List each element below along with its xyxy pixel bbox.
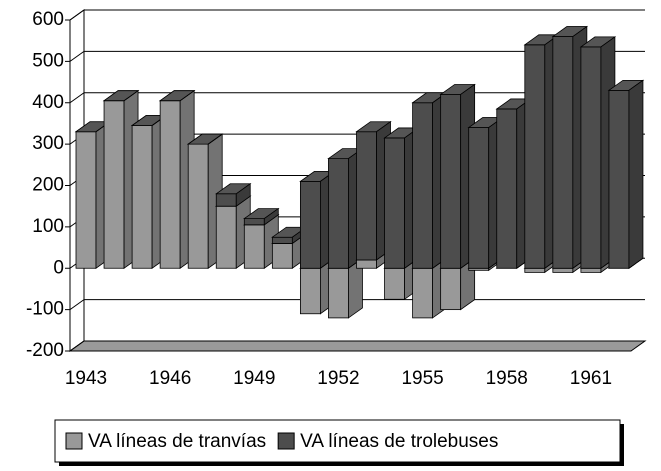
x-tick-label: 1943: [65, 368, 107, 389]
bar-front: [271, 236, 293, 244]
legend-label: VA líneas de tranvías: [88, 431, 266, 452]
grid-line-diag: [69, 9, 85, 21]
bar: [102, 90, 140, 102]
bar-front: [412, 267, 434, 319]
bar: [186, 133, 224, 145]
bar: [158, 90, 196, 102]
legend-swatch: [277, 432, 295, 450]
bar-side: [263, 207, 279, 226]
x-tick-label: 1952: [317, 368, 359, 389]
legend: [54, 419, 621, 463]
grid-line-diag: [69, 50, 85, 62]
bar: [215, 182, 252, 207]
bar-front: [440, 94, 462, 269]
y-tick-label: 0: [53, 257, 64, 278]
x-tick-label: 1946: [149, 368, 191, 389]
x-tick-label: 1955: [401, 368, 443, 389]
bar-front: [243, 224, 265, 269]
bar-front: [356, 131, 377, 261]
bar-front: [552, 267, 574, 273]
bar-front: [159, 100, 181, 269]
bar-front: [468, 127, 490, 269]
bar-front: [75, 131, 97, 269]
bar: [243, 207, 280, 226]
bar-front: [440, 267, 462, 311]
legend-swatch: [65, 432, 83, 450]
bar-front: [608, 89, 630, 269]
bar-front: [580, 46, 602, 269]
bar-front: [384, 267, 405, 300]
bar-front: [187, 143, 209, 269]
bar-front: [328, 158, 349, 269]
bar-front: [524, 267, 546, 273]
y-tick-label: 600: [32, 9, 64, 30]
y-tick-label: 300: [32, 133, 64, 154]
bar-front: [328, 267, 349, 319]
bar-side: [207, 133, 223, 145]
bar-front: [299, 180, 321, 269]
grid-line-diag: [69, 92, 85, 104]
legend-label: VA líneas de trolebuses: [300, 431, 498, 452]
x-tick-label: 1958: [486, 368, 528, 389]
y-tick-label: -100: [26, 299, 64, 320]
bar-front: [299, 267, 321, 315]
y-tick-label: 400: [32, 92, 64, 113]
grid-line-diag: [69, 340, 85, 352]
grid-line-diag: [69, 299, 85, 311]
x-tick-label: 1961: [570, 368, 612, 389]
y-tick-label: 500: [32, 50, 64, 71]
bar-front: [131, 125, 153, 269]
bar: [607, 79, 645, 270]
bar-front: [552, 36, 574, 269]
bar-side: [179, 90, 195, 102]
y-tick-label: 100: [32, 216, 64, 237]
x-tick-label: 1949: [233, 368, 275, 389]
bar-side: [123, 90, 139, 102]
bar-front: [215, 205, 237, 269]
bar-front: [412, 102, 434, 269]
y-tick-label: -200: [26, 340, 64, 361]
bar-front: [271, 243, 293, 269]
bar-front: [580, 267, 602, 273]
bar-front: [496, 108, 518, 269]
bar-side: [628, 79, 644, 270]
bar-front: [243, 218, 265, 226]
bar-side: [235, 182, 251, 207]
bar-front: [356, 259, 377, 269]
bar-front: [215, 193, 237, 207]
bar-front: [524, 44, 546, 269]
floor: [68, 340, 647, 352]
y-tick-label: 200: [32, 175, 64, 196]
bar-front: [103, 100, 125, 269]
bar-front: [384, 137, 405, 269]
